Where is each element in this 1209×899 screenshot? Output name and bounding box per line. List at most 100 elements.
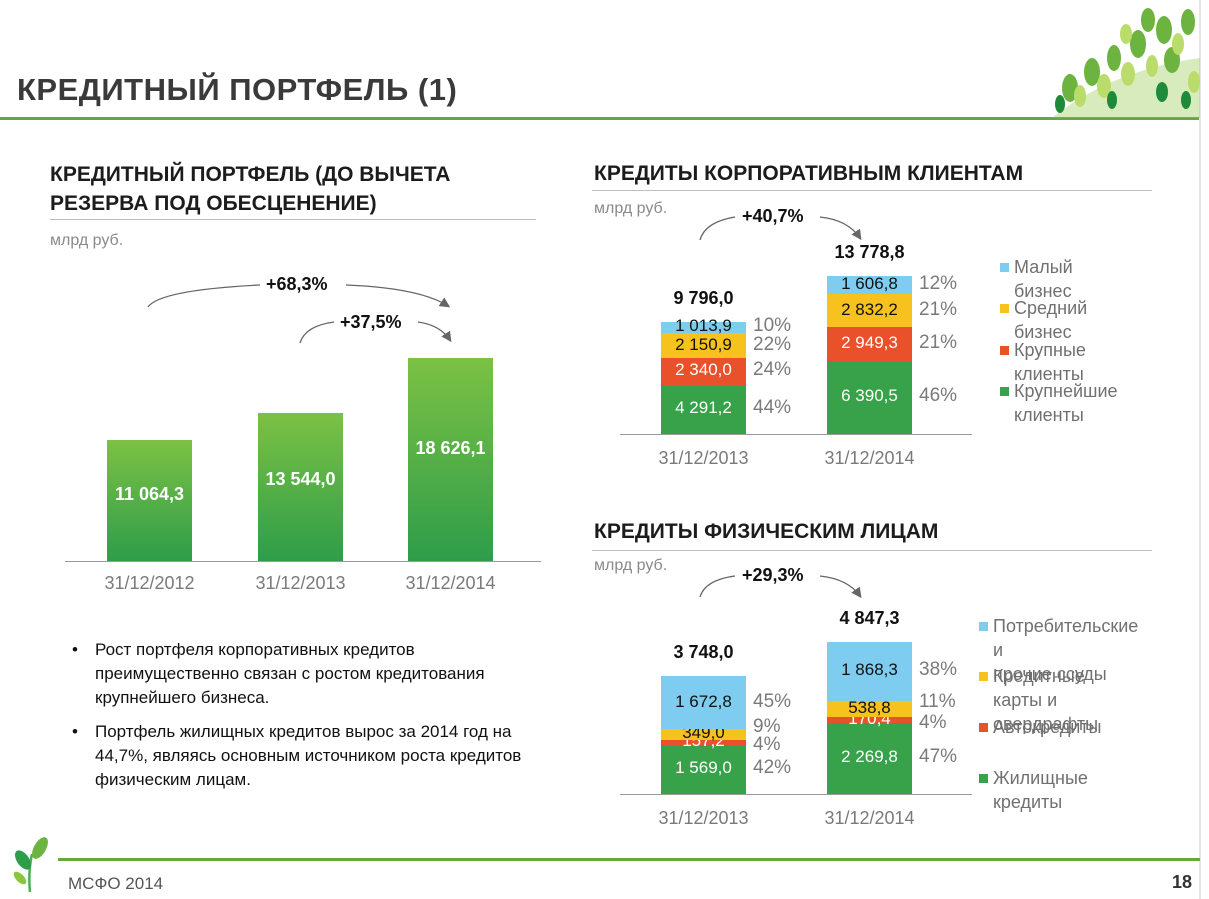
retail-legend-swatch <box>979 622 988 631</box>
retail-legend-item: Автокредиты <box>993 715 1101 739</box>
retail-segment-label: 1 569,0 <box>675 758 732 778</box>
sprout-icon <box>13 837 48 893</box>
retail-legend-text: прочие ссуды <box>993 664 1107 684</box>
corporate-share-label: 10% <box>753 315 792 337</box>
portfolio-category: 31/12/2012 <box>104 573 195 593</box>
frame-border <box>1199 0 1201 899</box>
corporate-chart: 4 291,2 44% 2 340,0 24% 2 150,9 22% 1 013,9 10%… <box>658 242 958 468</box>
corporate-segment <box>827 294 912 327</box>
corporate-legend-text: Средний бизнес <box>1014 298 1088 342</box>
corporate-segment <box>661 333 746 358</box>
portfolio-bar-label: 11 064,3 <box>114 483 185 504</box>
retail-legend-swatch <box>979 723 988 732</box>
footer-divider <box>58 858 1200 861</box>
portfolio-growth-short: +37,5% <box>340 312 402 332</box>
retail-segment <box>661 676 746 729</box>
corporate-category: 31/12/2013 <box>658 448 749 468</box>
portfolio-chart: 11 064,3 31/12/2012 13 544,0 31/12/2013 18 6… <box>0 0 560 620</box>
corporate-segment-label: 1 606,8 <box>841 274 898 294</box>
corporate-total-label: 13 778,8 <box>834 242 905 262</box>
corporate-share-label: 21% <box>919 298 958 320</box>
retail-total-label: 3 748,0 <box>673 642 734 663</box>
corporate-legend-swatch <box>1000 263 1009 272</box>
footer-label: МСФО 2014 <box>68 874 164 893</box>
retail-legend-text: овердрафты <box>993 714 1099 734</box>
corporate-segment-label: 2 150,9 <box>675 334 732 354</box>
retail-share-label: 4% <box>753 734 781 756</box>
corporate-segment-label: 6 390,5 <box>841 386 898 406</box>
retail-share-label: 4% <box>919 712 947 734</box>
retail-share-label: 42% <box>753 757 792 779</box>
retail-segment <box>827 717 912 723</box>
corporate-share-label: 22% <box>753 333 792 355</box>
retail-title-rule <box>592 550 1152 551</box>
portfolio-unit: млрд руб. <box>50 232 124 249</box>
corporate-legend-item: Малый бизнес <box>1014 255 1073 303</box>
retail-segment-label: 538,8 <box>848 698 891 718</box>
corporate-segment <box>661 384 746 434</box>
retail-legend-text: Автокредиты <box>993 717 1102 737</box>
portfolio-category: 31/12/2013 <box>255 573 346 593</box>
retail-legend-swatch <box>979 672 988 681</box>
retail-legend-text: Кредитные карты и <box>993 666 1085 710</box>
retail-legend-item: Кредитные карты и овердрафты <box>993 664 1098 736</box>
retail-share-label: 47% <box>919 746 958 768</box>
portfolio-growth-long: +68,3% <box>266 274 328 294</box>
retail-legend-text: Жилищные кредиты <box>993 768 1088 812</box>
portfolio-title-line2: РЕЗЕРВА ПОД ОБЕСЦЕНЕНИЕ) <box>50 192 377 215</box>
corporate-title-rule <box>592 190 1152 191</box>
corporate-legend-item: Крупнейшие клиенты <box>1014 379 1118 427</box>
portfolio-title-rule <box>50 219 536 220</box>
corporate-legend-swatch <box>1000 346 1009 355</box>
retail-share-label: 11% <box>919 691 956 713</box>
corporate-category: 31/12/2014 <box>824 448 915 468</box>
corporate-share-label: 24% <box>753 359 792 381</box>
portfolio-bar <box>408 358 493 561</box>
retail-legend-swatch <box>979 774 988 783</box>
commentary-item: Портфель жилищных кредитов вырос за 2014… <box>70 720 560 792</box>
portfolio-bar <box>258 413 343 561</box>
retail-segment-label: 2 269,8 <box>841 747 898 767</box>
retail-segment <box>661 744 746 794</box>
portfolio-growth-arrows <box>147 284 452 344</box>
retail-share-label: 45% <box>753 690 792 712</box>
portfolio-bar-label: 13 544,0 <box>265 468 336 489</box>
portfolio-bar <box>107 440 192 561</box>
page-title: КРЕДИТНЫЙ ПОРТФЕЛЬ (1) <box>17 72 458 107</box>
corporate-legend-item: Крупные клиенты <box>1014 338 1086 386</box>
retail-unit: млрд руб. <box>594 557 668 574</box>
retail-chart: 1 569,0 42% 157,2 4% 349,0 9% 1 672,8 45% 3 748,… <box>658 608 958 828</box>
corporate-title: КРЕДИТЫ КОРПОРАТИВНЫМ КЛИЕНТАМ <box>594 162 1024 185</box>
retail-axis <box>620 794 972 795</box>
corporate-axis <box>620 434 972 435</box>
page-number: 18 <box>1171 872 1192 892</box>
corporate-segment <box>827 276 912 295</box>
portfolio-title: КРЕДИТНЫЙ ПОРТФЕЛЬ (ДО ВЫЧЕТА РЕЗЕРВА ПО… <box>50 160 450 218</box>
retail-segment <box>661 739 746 745</box>
corporate-unit: млрд руб. <box>594 200 668 217</box>
portfolio-title-line1: КРЕДИТНЫЙ ПОРТФЕЛЬ (ДО ВЫЧЕТА <box>50 163 451 186</box>
corporate-share-label: 46% <box>919 385 958 407</box>
retail-legend-text: Потребительские и <box>993 616 1139 660</box>
retail-segment <box>827 700 912 718</box>
retail-legend-item: Жилищные кредиты <box>993 766 1088 814</box>
corporate-legend-text: Крупные клиенты <box>1014 340 1086 384</box>
portfolio-bar-label: 18 626,1 <box>415 438 486 459</box>
retail-category: 31/12/2014 <box>824 808 915 828</box>
tree-logo-icon <box>1052 8 1200 118</box>
commentary-list: Рост портфеля корпоративных кредитов пре… <box>70 638 560 802</box>
corporate-legend-text: Малый бизнес <box>1014 257 1073 301</box>
retail-share-label: 9% <box>753 716 781 738</box>
corporate-share-label: 21% <box>919 331 958 353</box>
corporate-legend-swatch <box>1000 387 1009 396</box>
title-divider <box>0 117 1200 120</box>
corporate-segment-label: 1 013,9 <box>675 316 732 336</box>
corporate-share-label: 12% <box>919 273 958 295</box>
corporate-total-label: 9 796,0 <box>673 287 734 308</box>
retail-segment <box>827 722 912 794</box>
corporate-segment <box>661 321 746 334</box>
corporate-legend-item: Средний бизнес <box>1014 296 1087 344</box>
portfolio-category: 31/12/2014 <box>405 573 496 593</box>
retail-category: 31/12/2013 <box>658 808 749 828</box>
